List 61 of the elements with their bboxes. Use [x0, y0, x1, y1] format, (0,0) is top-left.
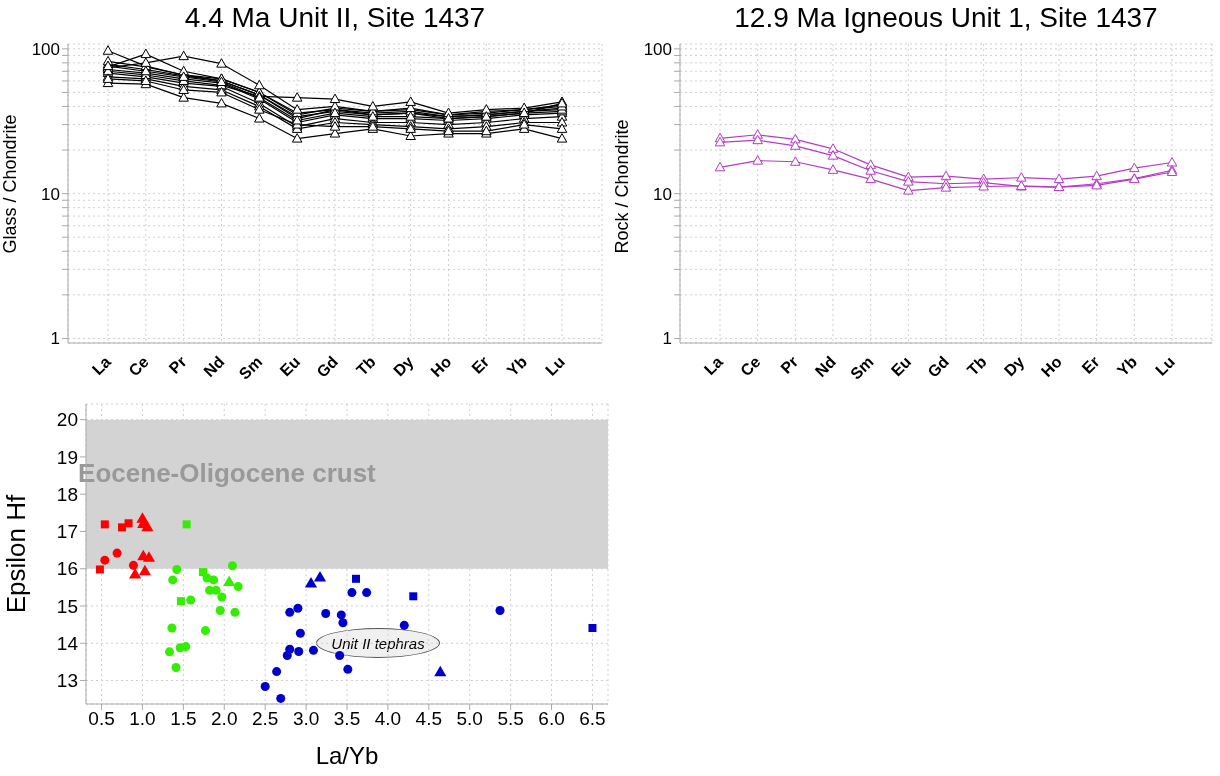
y-tick-label: 14 — [56, 633, 79, 654]
x-tick-label: Pr — [777, 352, 802, 377]
x-tick-label: 4.5 — [415, 708, 443, 730]
x-tick-label: La — [700, 352, 727, 379]
y-tick-label: 10 — [653, 184, 672, 204]
x-tick-label: 0.5 — [88, 708, 115, 730]
y-tick-label: 100 — [31, 39, 60, 59]
y-tick-label: 19 — [56, 446, 78, 468]
x-tick-label: Ho — [427, 352, 455, 381]
x-tick-label: Lu — [1152, 352, 1179, 379]
x-tick-label: La — [88, 352, 115, 379]
x-tick-label: Sm — [235, 352, 266, 383]
y-tick-label: 17 — [56, 521, 78, 543]
x-tick-label: 5.0 — [456, 708, 483, 730]
y-tick-label: 16 — [56, 558, 78, 580]
x-tick-label: Ce — [125, 352, 152, 380]
y-tick-label: 100 — [643, 39, 672, 59]
y-tick-label: 10 — [41, 184, 60, 204]
x-tick-label: 6.0 — [538, 708, 565, 730]
chart-title: 12.9 Ma Igneous Unit 1, Site 1437 — [733, 2, 1159, 34]
x-tick-label: 5.5 — [497, 708, 524, 730]
band-label: Eocene-Oligocene crust — [78, 458, 377, 489]
x-tick-label: Lu — [542, 352, 569, 379]
x-tick-label: Nd — [811, 352, 840, 381]
x-tick-label: Sm — [847, 352, 877, 383]
y-tick-label: 13 — [56, 670, 78, 692]
y-tick-label: 15 — [56, 595, 78, 617]
x-tick-label: Eu — [276, 352, 304, 380]
chart-title: 4.4 Ma Unit II, Site 1437 — [183, 2, 487, 34]
x-tick-label: Ce — [737, 352, 764, 380]
x-tick-label: Gd — [313, 352, 342, 381]
x-tick-label: Nd — [200, 352, 228, 381]
y-tick-label: 18 — [56, 483, 78, 505]
x-axis-title: La/Yb — [315, 742, 379, 769]
y-tick-label: 1 — [662, 329, 672, 349]
x-tick-label: 1.5 — [170, 708, 197, 730]
annotation: Unit II tephras — [316, 628, 440, 658]
x-tick-label: 2.0 — [211, 708, 238, 730]
x-tick-label: Yb — [1113, 352, 1141, 380]
x-tick-label: Dy — [390, 352, 417, 380]
y-axis-title: Glass / Chondrite — [0, 114, 21, 254]
y-axis-title: Rock / Chondrite — [612, 119, 633, 254]
x-tick-label: 3.0 — [292, 708, 320, 730]
x-tick-label: Gd — [924, 352, 953, 381]
x-tick-label: Er — [468, 352, 493, 377]
x-tick-label: Ho — [1037, 352, 1066, 381]
x-tick-label: Dy — [1000, 352, 1028, 380]
x-tick-label: 2.5 — [251, 708, 279, 730]
x-tick-label: 1.0 — [129, 708, 156, 730]
x-tick-label: Tb — [963, 352, 990, 379]
x-tick-label: Pr — [165, 352, 190, 377]
x-tick-label: Tb — [353, 352, 379, 379]
x-tick-label: 3.5 — [333, 708, 361, 730]
x-tick-label: Eu — [887, 352, 915, 380]
y-tick-label: 20 — [56, 409, 78, 431]
y-axis-title: Epsilon Hf — [1, 493, 32, 614]
x-tick-label: Yb — [503, 352, 531, 380]
x-tick-label: 6.5 — [579, 708, 606, 730]
x-tick-label: Er — [1078, 352, 1103, 377]
y-tick-label: 1 — [50, 329, 60, 349]
x-tick-label: 4.0 — [374, 708, 402, 730]
